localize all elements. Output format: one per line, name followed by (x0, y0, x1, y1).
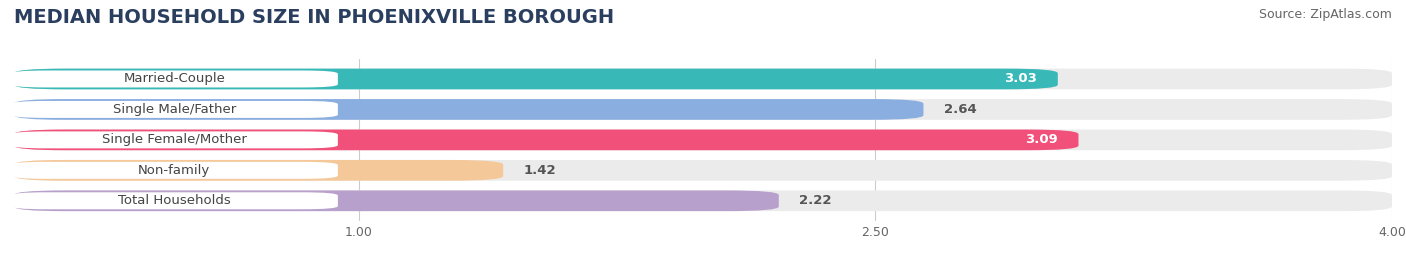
FancyBboxPatch shape (14, 69, 1392, 89)
FancyBboxPatch shape (11, 101, 337, 118)
FancyBboxPatch shape (14, 190, 779, 211)
FancyBboxPatch shape (11, 192, 337, 209)
Text: 3.09: 3.09 (1025, 133, 1057, 146)
Text: Total Households: Total Households (118, 194, 231, 207)
FancyBboxPatch shape (14, 160, 503, 181)
FancyBboxPatch shape (14, 69, 1057, 89)
Text: MEDIAN HOUSEHOLD SIZE IN PHOENIXVILLE BOROUGH: MEDIAN HOUSEHOLD SIZE IN PHOENIXVILLE BO… (14, 8, 614, 27)
Text: 3.03: 3.03 (1004, 72, 1038, 86)
Text: 2.22: 2.22 (800, 194, 832, 207)
FancyBboxPatch shape (11, 131, 337, 148)
Text: Married-Couple: Married-Couple (124, 72, 225, 86)
FancyBboxPatch shape (14, 99, 924, 120)
Text: Source: ZipAtlas.com: Source: ZipAtlas.com (1258, 8, 1392, 21)
Text: 2.64: 2.64 (945, 103, 977, 116)
FancyBboxPatch shape (14, 130, 1392, 150)
Text: Non-family: Non-family (138, 164, 211, 177)
Text: 1.42: 1.42 (524, 164, 557, 177)
FancyBboxPatch shape (14, 130, 1078, 150)
FancyBboxPatch shape (14, 190, 1392, 211)
FancyBboxPatch shape (14, 160, 1392, 181)
FancyBboxPatch shape (11, 162, 337, 179)
FancyBboxPatch shape (11, 70, 337, 87)
FancyBboxPatch shape (14, 99, 1392, 120)
Text: Single Male/Father: Single Male/Father (112, 103, 236, 116)
Text: Single Female/Mother: Single Female/Mother (101, 133, 246, 146)
